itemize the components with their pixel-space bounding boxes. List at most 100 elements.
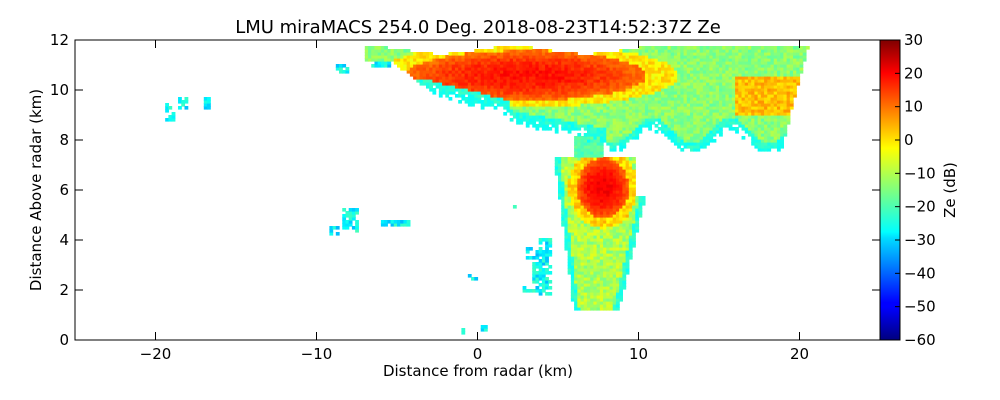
ze-cell xyxy=(619,61,623,65)
ze-cell xyxy=(625,136,630,140)
ze-cell xyxy=(622,280,627,284)
ze-cell xyxy=(709,49,714,53)
y-tick-label: 0 xyxy=(59,331,69,349)
ze-cell xyxy=(590,76,595,80)
ze-cell xyxy=(586,232,591,236)
ze-cell xyxy=(612,58,617,62)
ze-cell xyxy=(696,97,701,101)
ze-cell xyxy=(567,100,572,104)
ze-cell xyxy=(677,70,681,74)
ze-cell xyxy=(590,286,595,290)
ze-cell xyxy=(657,121,662,125)
ze-cell xyxy=(509,91,514,95)
ze-cell xyxy=(747,64,752,68)
ze-cell xyxy=(503,64,508,68)
ze-cell xyxy=(583,79,588,83)
ze-cell xyxy=(474,79,479,83)
ze-cell xyxy=(406,61,411,65)
ze-cell xyxy=(615,268,620,272)
ze-cell xyxy=(661,67,665,71)
ze-cell xyxy=(590,274,595,278)
ze-cell xyxy=(780,136,784,140)
ze-cell xyxy=(599,244,604,248)
ze-cell xyxy=(387,49,392,53)
ze-cell xyxy=(554,94,559,98)
ze-cell xyxy=(603,127,607,131)
ze-cell xyxy=(780,52,784,56)
ze-cell xyxy=(628,190,633,194)
ze-cell xyxy=(757,94,762,98)
ze-cell xyxy=(522,64,527,68)
ze-cell xyxy=(628,64,633,68)
ze-cell xyxy=(487,70,491,74)
ze-cell xyxy=(773,67,778,71)
ze-cell xyxy=(612,166,617,170)
ze-cell xyxy=(519,67,524,71)
ze-cell xyxy=(644,73,649,77)
ze-cell xyxy=(500,61,504,65)
ze-cell xyxy=(754,61,759,65)
ze-cell xyxy=(471,277,475,281)
ze-cell xyxy=(744,76,749,80)
ze-cell xyxy=(754,49,759,53)
ze-cell xyxy=(699,82,704,86)
ze-cell xyxy=(648,79,652,83)
ze-cell xyxy=(622,223,627,227)
ze-cell xyxy=(458,76,462,80)
ze-cell xyxy=(567,172,572,176)
ze-cell xyxy=(596,295,601,299)
ze-cell xyxy=(644,76,649,80)
ze-cell xyxy=(706,79,710,83)
ze-cell xyxy=(554,70,559,74)
ze-cell xyxy=(747,88,752,92)
ze-cell xyxy=(767,103,772,107)
ze-cell xyxy=(625,85,630,89)
ze-cell xyxy=(625,205,630,209)
ze-cell xyxy=(541,112,546,116)
ze-cell xyxy=(599,91,604,95)
ze-cell xyxy=(599,304,604,308)
ze-cell xyxy=(747,61,752,65)
ze-cell xyxy=(715,124,720,128)
ze-cell xyxy=(461,61,466,65)
ze-cell xyxy=(651,106,656,110)
ze-cell xyxy=(603,196,607,200)
ze-cell xyxy=(603,241,607,245)
colorbar-tick-label: 0 xyxy=(904,131,914,149)
ze-cell xyxy=(764,139,768,143)
ze-cell xyxy=(525,103,530,107)
ze-cell xyxy=(706,139,710,143)
ze-cell xyxy=(612,67,617,71)
ze-cell xyxy=(802,52,807,56)
ze-cell xyxy=(744,100,749,104)
ze-cell xyxy=(657,91,662,95)
ze-cell xyxy=(619,280,623,284)
ze-cell xyxy=(638,214,643,218)
ze-cell xyxy=(599,58,604,62)
ze-cell xyxy=(355,226,359,230)
ze-cell xyxy=(606,169,611,173)
ze-cell xyxy=(693,82,698,86)
ze-cell xyxy=(628,67,633,71)
ze-cell xyxy=(719,70,723,74)
ze-cell xyxy=(535,124,540,128)
ze-cell xyxy=(615,172,620,176)
ze-cell xyxy=(583,241,588,245)
ze-cell xyxy=(638,94,643,98)
ze-cell xyxy=(635,88,640,92)
ze-cell xyxy=(644,91,649,95)
ze-cell xyxy=(586,280,591,284)
ze-cell xyxy=(783,112,788,116)
ze-cell xyxy=(509,118,514,122)
ze-cell xyxy=(586,196,591,200)
ze-cell xyxy=(690,85,694,89)
ze-cell xyxy=(654,91,659,95)
ze-cell xyxy=(606,292,611,296)
ze-cell xyxy=(599,301,604,305)
ze-cell xyxy=(696,100,701,104)
ze-cell xyxy=(719,115,723,119)
ze-cell xyxy=(731,121,736,125)
ze-cell xyxy=(590,271,595,275)
ze-cell xyxy=(538,103,543,107)
ze-cell xyxy=(609,205,614,209)
